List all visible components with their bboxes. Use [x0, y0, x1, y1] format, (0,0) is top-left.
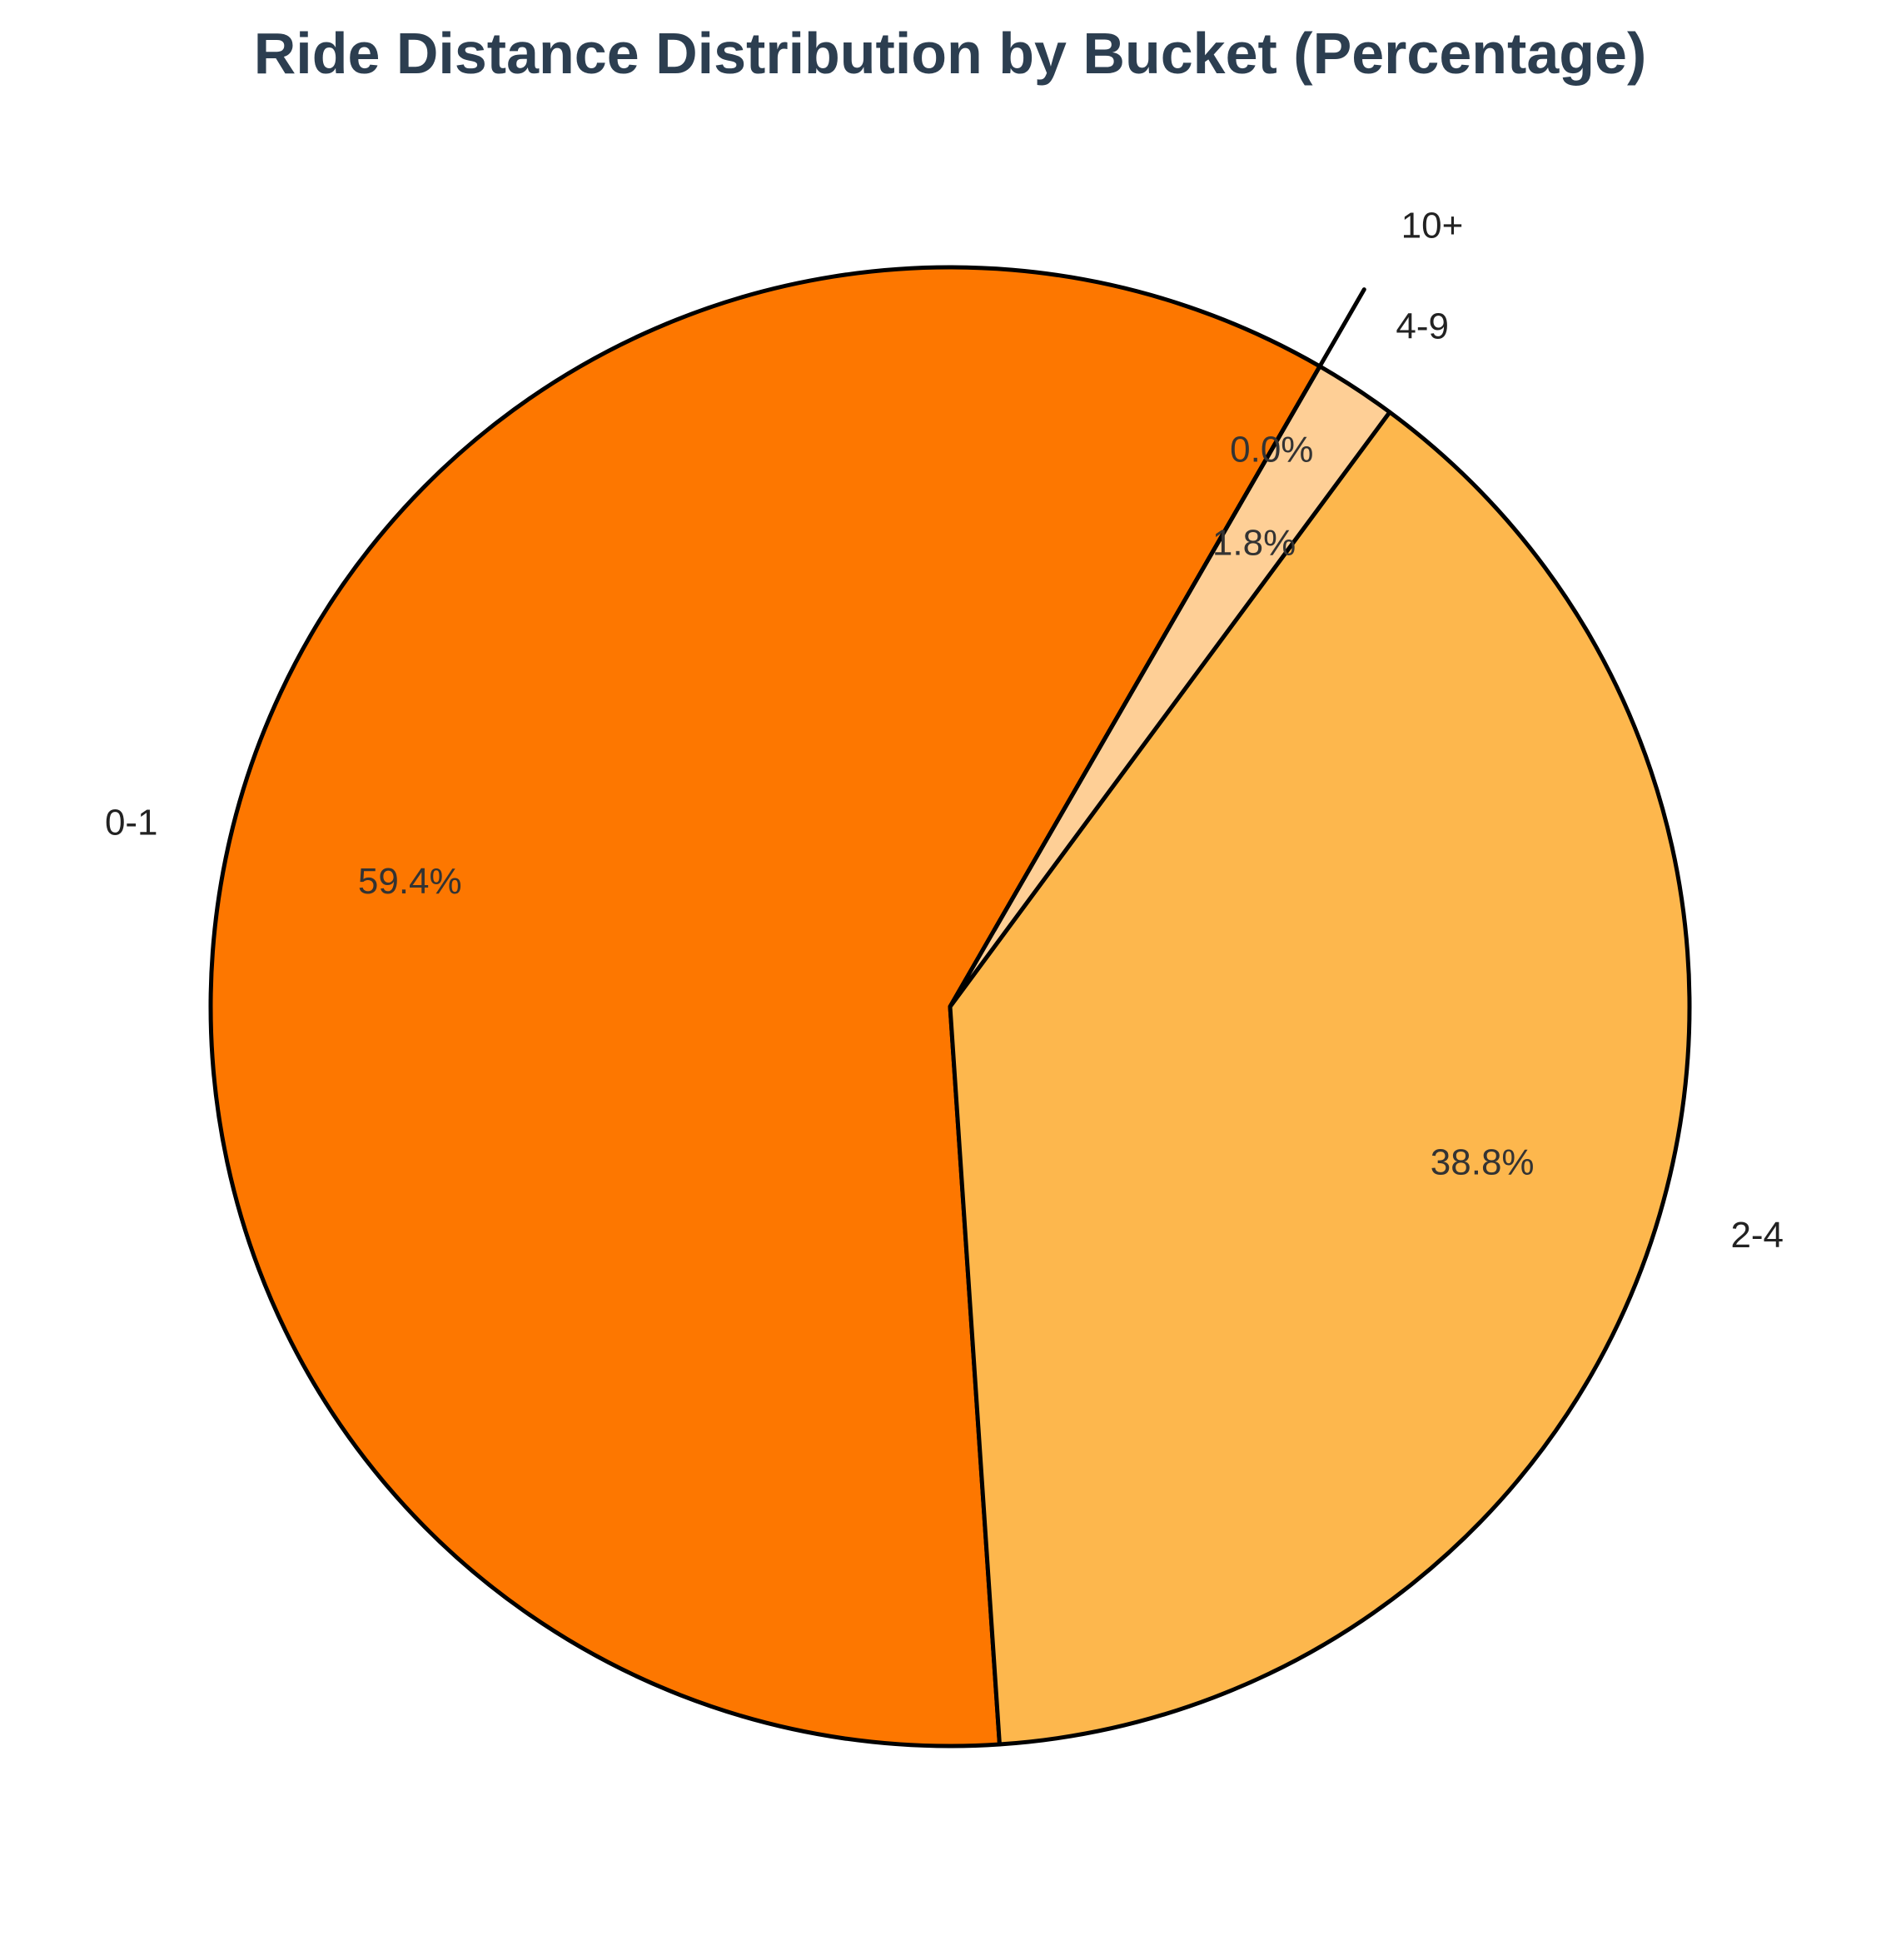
chart-title: Ride Distance Distribution by Bucket (Pe… — [254, 21, 1647, 86]
percent-label-0-1: 59.4% — [358, 861, 462, 902]
percent-label-4-9: 1.8% — [1212, 522, 1296, 563]
pie-slices — [208, 265, 1692, 1749]
pie-labels: 0-1 59.4% 2-4 38.8% 4-9 1.8% 10+ 0.0% — [105, 205, 1784, 1256]
pie-slice-2-4 — [948, 410, 1692, 1747]
category-label-4-9: 4-9 — [1396, 306, 1449, 347]
category-label-0-1: 0-1 — [105, 802, 158, 843]
category-label-2-4: 2-4 — [1730, 1215, 1784, 1256]
percent-label-10plus: 0.0% — [1230, 429, 1313, 470]
pie-slice-10plus — [992, 287, 1366, 933]
category-label-10plus: 10+ — [1401, 205, 1464, 246]
percent-label-2-4: 38.8% — [1431, 1142, 1535, 1183]
pie-slice-0-1 — [208, 265, 1322, 1749]
